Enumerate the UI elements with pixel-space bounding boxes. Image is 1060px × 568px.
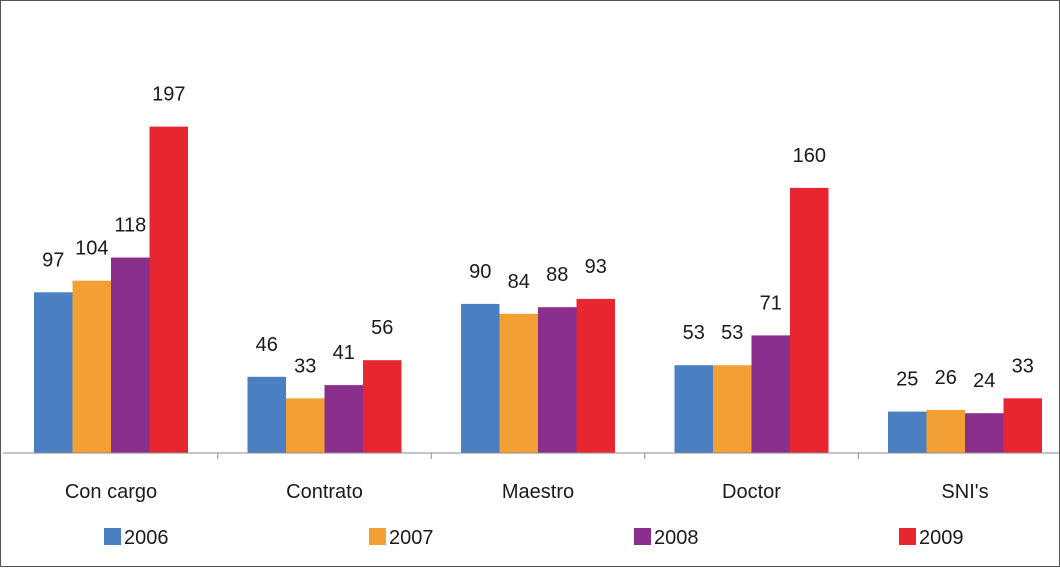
category-label-contrato: Contrato (286, 481, 363, 503)
bar-maestro-2008 (538, 307, 577, 453)
bar-contrato-2006 (247, 376, 286, 453)
data-label-con-cargo-2006: 97 (42, 249, 64, 271)
legend-label-2009: 2009 (919, 527, 964, 549)
category-label-maestro: Maestro (502, 481, 574, 503)
bar-doctor-2007 (713, 365, 752, 453)
bar-doctor-2008 (751, 335, 790, 453)
bar-sni-s-2006 (888, 411, 927, 453)
data-label-sni-s-2006: 25 (896, 369, 918, 391)
data-label-sni-s-2008: 24 (973, 370, 995, 392)
legend-label-2008: 2008 (654, 527, 699, 549)
data-label-sni-s-2009: 33 (1012, 355, 1034, 377)
bar-sni-s-2009 (1003, 398, 1042, 453)
bar-doctor-2009 (790, 187, 829, 453)
category-label-con-cargo: Con cargo (65, 481, 157, 503)
bar-maestro-2006 (461, 303, 500, 453)
data-label-contrato-2007: 33 (294, 355, 316, 377)
legend-swatch-2009 (899, 528, 916, 545)
data-label-doctor-2009: 160 (793, 145, 826, 167)
data-label-contrato-2006: 46 (256, 334, 278, 356)
category-label-doctor: Doctor (722, 481, 781, 503)
data-label-maestro-2008: 88 (546, 264, 568, 286)
data-label-con-cargo-2008: 118 (114, 215, 146, 237)
legend-swatch-2008 (634, 528, 651, 545)
data-label-contrato-2008: 41 (333, 342, 355, 364)
data-label-con-cargo-2009: 197 (152, 84, 185, 106)
legend-label-2006: 2006 (124, 527, 169, 549)
bar-con-cargo-2007 (72, 280, 111, 453)
bar-sni-s-2007 (926, 409, 965, 453)
data-label-contrato-2009: 56 (371, 317, 393, 339)
data-label-maestro-2009: 93 (585, 256, 607, 278)
bar-con-cargo-2009 (149, 126, 188, 453)
category-labels: Con cargo Contrato Maestro Doctor SNI's (65, 481, 989, 503)
data-label-sni-s-2007: 26 (935, 367, 957, 389)
bars-layer (34, 126, 1042, 453)
data-label-doctor-2007: 53 (721, 322, 743, 344)
category-label-sni-s: SNI's (941, 481, 988, 503)
legend-swatch-2007 (369, 528, 386, 545)
bar-contrato-2009 (363, 360, 402, 453)
x-axis-ticks (217, 453, 859, 459)
data-label-maestro-2006: 90 (469, 261, 491, 283)
bar-sni-s-2008 (965, 413, 1004, 453)
data-label-doctor-2006: 53 (683, 322, 705, 344)
bar-doctor-2006 (674, 365, 713, 453)
legend-swatch-2006 (104, 528, 121, 545)
data-labels-layer: 97 104 118 197 46 33 41 56 90 84 88 93 53 53 71 160 25 26… (42, 84, 1034, 393)
data-label-con-cargo-2007: 104 (75, 238, 108, 260)
bar-contrato-2007 (286, 398, 325, 453)
legend-label-2007: 2007 (389, 527, 434, 549)
data-label-maestro-2007: 84 (508, 271, 530, 293)
bar-con-cargo-2008 (111, 257, 150, 453)
bar-maestro-2007 (499, 313, 538, 453)
legend: 2006 2007 2008 2009 (104, 527, 964, 549)
data-label-doctor-2008: 71 (760, 292, 782, 314)
bar-con-cargo-2006 (34, 292, 73, 453)
bar-contrato-2008 (324, 385, 363, 453)
bar-maestro-2009 (576, 298, 615, 453)
